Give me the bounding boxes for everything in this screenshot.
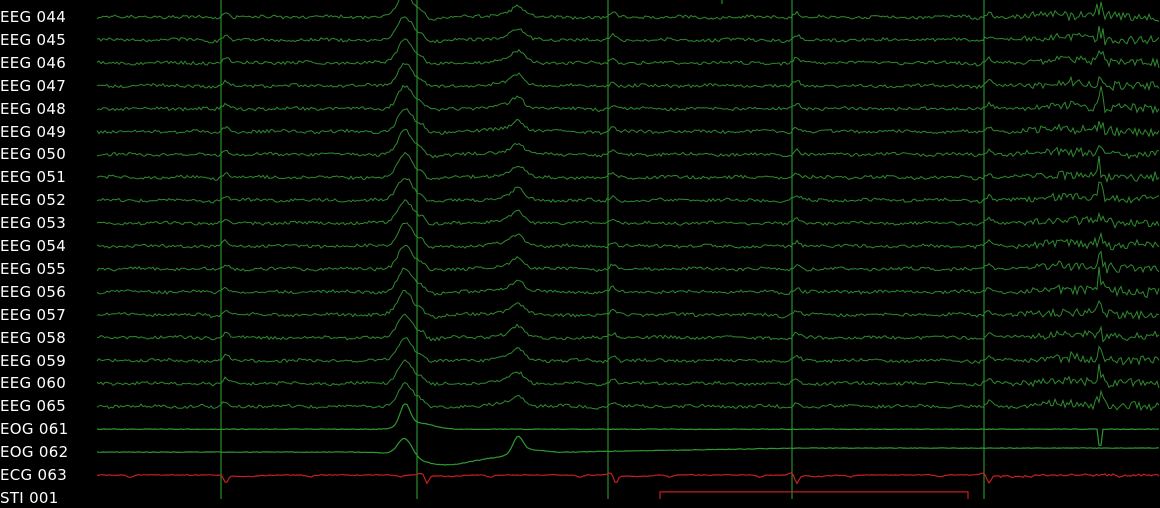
channel-trace[interactable] bbox=[97, 223, 1159, 250]
channel-trace[interactable] bbox=[97, 200, 1159, 228]
channel-trace[interactable] bbox=[97, 267, 1159, 298]
channel-trace[interactable] bbox=[97, 0, 1159, 21]
channel-trace[interactable] bbox=[97, 39, 1159, 68]
channel-trace[interactable] bbox=[97, 360, 1159, 388]
channel-trace[interactable] bbox=[97, 109, 1159, 137]
channel-trace[interactable] bbox=[97, 314, 1159, 341]
channel-trace[interactable] bbox=[97, 17, 1159, 45]
channel-trace[interactable] bbox=[97, 246, 1159, 274]
channel-trace[interactable] bbox=[97, 179, 1159, 204]
channel-trace[interactable] bbox=[97, 290, 1159, 318]
channel-trace[interactable] bbox=[97, 63, 1159, 90]
channel-trace[interactable] bbox=[97, 473, 1159, 484]
channel-trace[interactable] bbox=[97, 404, 1159, 446]
channel-trace[interactable] bbox=[97, 436, 1159, 465]
channel-trace[interactable] bbox=[97, 129, 1159, 158]
channel-trace[interactable] bbox=[97, 492, 1160, 499]
channel-trace[interactable] bbox=[97, 153, 1159, 182]
channel-trace[interactable] bbox=[97, 383, 1159, 411]
channel-trace[interactable] bbox=[97, 338, 1159, 365]
channel-trace[interactable] bbox=[97, 86, 1159, 113]
